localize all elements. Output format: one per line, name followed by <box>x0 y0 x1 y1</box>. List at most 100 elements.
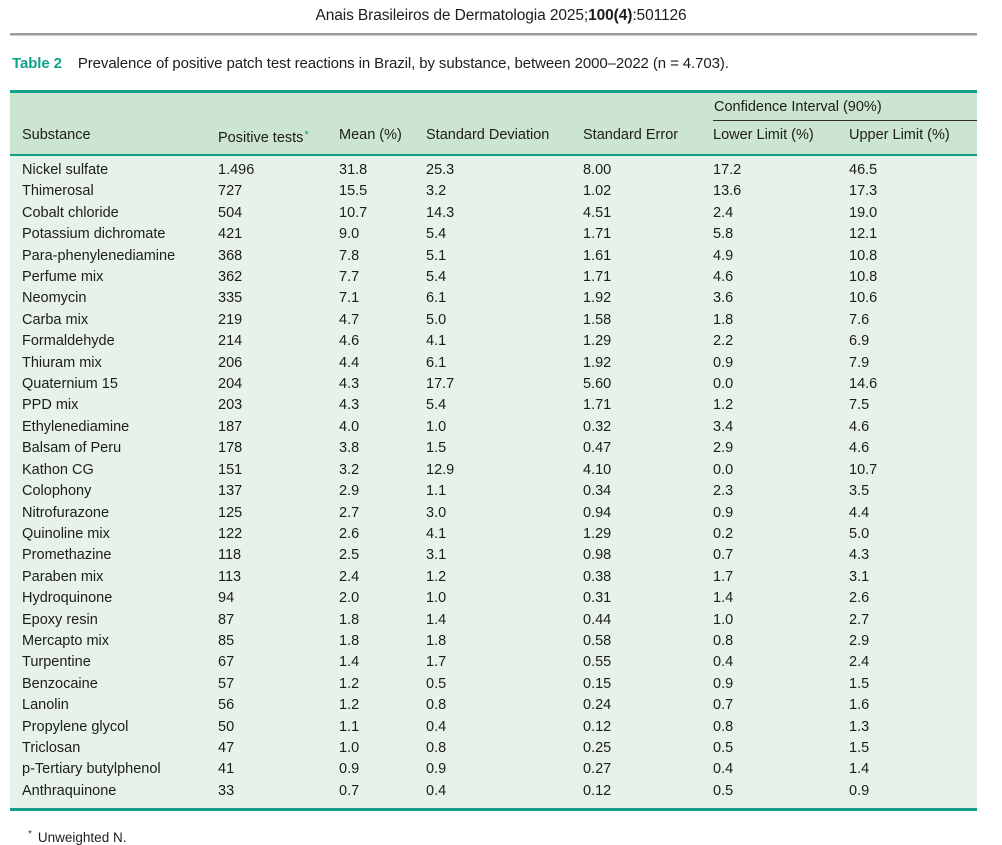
cell-substance: Quinoline mix <box>22 525 110 542</box>
cell-standard-error: 0.15 <box>583 675 612 692</box>
table-row: Mercapto mix 85 1.8 1.8 0.58 0.8 2.9 <box>10 631 977 652</box>
table-row: Colophony 137 2.9 1.1 0.34 2.3 3.5 <box>10 481 977 502</box>
cell-standard-error: 0.12 <box>583 718 612 735</box>
cell-mean: 2.5 <box>339 547 360 564</box>
cell-standard-error: 1.29 <box>583 333 612 350</box>
cell-mean: 1.2 <box>339 697 360 714</box>
cell-standard-error: 0.31 <box>583 590 612 607</box>
cell-lower-limit: 5.8 <box>713 226 734 243</box>
cell-upper-limit: 4.6 <box>849 418 870 435</box>
cell-substance: Colophony <box>22 483 92 500</box>
table-row: Carba mix 219 4.7 5.0 1.58 1.8 7.6 <box>10 310 977 331</box>
cell-lower-limit: 0.9 <box>713 675 734 692</box>
cell-positive-tests: 122 <box>218 525 243 542</box>
cell-lower-limit: 1.8 <box>713 311 734 328</box>
table-row: Perfume mix 362 7.7 5.4 1.71 4.6 10.8 <box>10 267 977 288</box>
cell-lower-limit: 1.7 <box>713 568 734 585</box>
cell-mean: 7.8 <box>339 247 360 264</box>
column-header-standard-error: Standard Error <box>583 127 679 143</box>
cell-standard-deviation: 4.1 <box>426 525 447 542</box>
cell-upper-limit: 4.6 <box>849 440 870 457</box>
cell-upper-limit: 2.6 <box>849 590 870 607</box>
cell-lower-limit: 17.2 <box>713 162 742 178</box>
cell-substance: Propylene glycol <box>22 718 129 735</box>
table-row: Para-phenylenediamine 368 7.8 5.1 1.61 4.9 10.… <box>10 246 977 267</box>
cell-lower-limit: 2.9 <box>713 440 734 457</box>
cell-substance: Kathon CG <box>22 461 94 478</box>
table-header: Confidence Interval (90%) Substance Posi… <box>10 93 977 156</box>
table-row: Epoxy resin 87 1.8 1.4 0.44 1.0 2.7 <box>10 610 977 631</box>
column-header-mean: Mean (%) <box>339 127 402 143</box>
cell-mean: 1.2 <box>339 675 360 692</box>
cell-mean: 4.4 <box>339 354 360 371</box>
group-header-confidence-interval: Confidence Interval (90%) <box>713 93 977 121</box>
table-row: Triclosan 47 1.0 0.8 0.25 0.5 1.5 <box>10 738 977 759</box>
footnote-text: Unweighted N. <box>37 830 127 845</box>
journal-header: Anais Brasileiros de Dermatologia 2025;1… <box>0 0 1002 25</box>
cell-standard-error: 0.32 <box>583 418 612 435</box>
cell-mean: 1.4 <box>339 654 360 671</box>
cell-standard-deviation: 3.0 <box>426 504 447 521</box>
cell-substance: Mercapto mix <box>22 632 110 649</box>
cell-positive-tests: 335 <box>218 290 243 307</box>
table-row: Benzocaine 57 1.2 0.5 0.15 0.9 1.5 <box>10 674 977 695</box>
column-header-substance: Substance <box>22 127 91 143</box>
cell-standard-deviation: 1.4 <box>426 611 447 628</box>
cell-lower-limit: 1.0 <box>713 611 734 628</box>
cell-positive-tests: 504 <box>218 204 243 221</box>
cell-mean: 4.7 <box>339 311 360 328</box>
cell-positive-tests: 727 <box>218 183 243 200</box>
cell-upper-limit: 1.5 <box>849 675 870 692</box>
cell-lower-limit: 0.8 <box>713 632 734 649</box>
cell-positive-tests: 362 <box>218 269 243 286</box>
cell-standard-deviation: 1.2 <box>426 568 447 585</box>
cell-standard-error: 4.10 <box>583 461 612 478</box>
cell-lower-limit: 0.9 <box>713 504 734 521</box>
cell-mean: 2.4 <box>339 568 360 585</box>
cell-standard-error: 0.34 <box>583 483 612 500</box>
cell-lower-limit: 3.6 <box>713 290 734 307</box>
cell-lower-limit: 2.3 <box>713 483 734 500</box>
cell-mean: 7.7 <box>339 269 360 286</box>
table-row: Kathon CG 151 3.2 12.9 4.10 0.0 10.7 <box>10 460 977 481</box>
cell-standard-deviation: 1.7 <box>426 654 447 671</box>
cell-mean: 10.7 <box>339 204 368 221</box>
table-row: Quaternium 15 204 4.3 17.7 5.60 0.0 14.6 <box>10 374 977 395</box>
cell-lower-limit: 4.6 <box>713 269 734 286</box>
cell-standard-error: 1.61 <box>583 247 612 264</box>
cell-positive-tests: 137 <box>218 483 243 500</box>
table-row: Balsam of Peru 178 3.8 1.5 0.47 2.9 4.6 <box>10 438 977 459</box>
group-header-row: Confidence Interval (90%) <box>10 93 977 121</box>
cell-substance: PPD mix <box>22 397 79 414</box>
cell-positive-tests: 118 <box>218 547 242 564</box>
cell-substance: Anthraquinone <box>22 782 117 799</box>
cell-upper-limit: 1.6 <box>849 697 870 714</box>
cell-mean: 1.8 <box>339 611 360 628</box>
cell-upper-limit: 2.7 <box>849 611 870 628</box>
cell-standard-deviation: 0.4 <box>426 782 447 799</box>
cell-positive-tests: 67 <box>218 654 235 671</box>
cell-upper-limit: 10.8 <box>849 247 878 264</box>
cell-mean: 7.1 <box>339 290 360 307</box>
cell-positive-tests: 41 <box>218 761 235 778</box>
cell-standard-deviation: 14.3 <box>426 204 455 221</box>
cell-standard-deviation: 17.7 <box>426 376 455 393</box>
cell-substance: Quaternium 15 <box>22 376 118 393</box>
cell-standard-deviation: 0.8 <box>426 697 447 714</box>
cell-lower-limit: 0.0 <box>713 461 734 478</box>
cell-standard-deviation: 6.1 <box>426 290 447 307</box>
cell-standard-error: 0.44 <box>583 611 612 628</box>
cell-upper-limit: 7.5 <box>849 397 870 414</box>
cell-standard-error: 1.29 <box>583 525 612 542</box>
cell-upper-limit: 3.5 <box>849 483 870 500</box>
cell-upper-limit: 5.0 <box>849 525 870 542</box>
cell-standard-error: 0.58 <box>583 632 612 649</box>
cell-substance: Lanolin <box>22 697 69 714</box>
cell-positive-tests: 125 <box>218 504 243 521</box>
table-row: Nickel sulfate 1.496 31.8 25.3 8.00 17.2 46.5 <box>10 160 977 181</box>
cell-standard-deviation: 6.1 <box>426 354 447 371</box>
group-header-spacer <box>10 93 713 121</box>
table-caption-label: Table 2 <box>12 55 62 72</box>
cell-upper-limit: 1.3 <box>849 718 870 735</box>
